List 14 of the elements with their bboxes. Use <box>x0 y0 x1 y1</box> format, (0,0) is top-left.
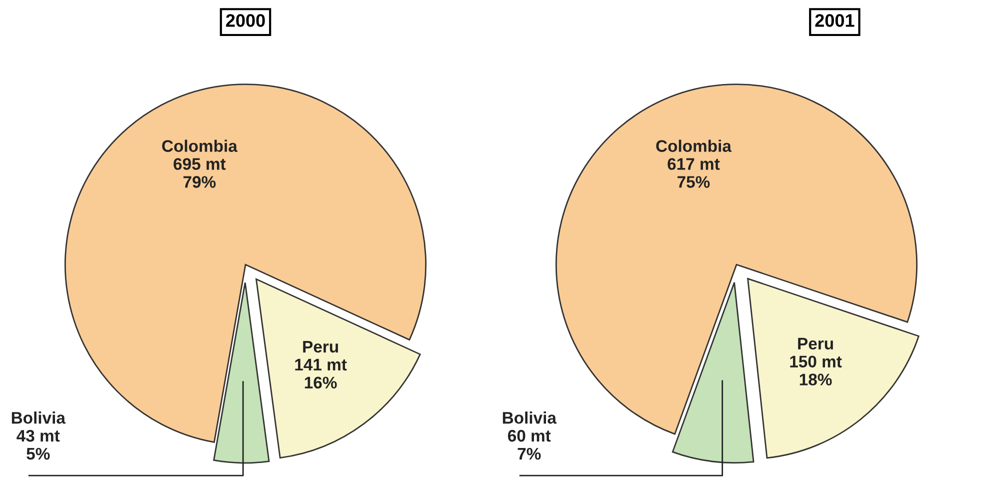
data-label: 43 mt 5% <box>16 430 60 460</box>
slice-label: Bolivia <box>12 412 66 424</box>
chart-title: 2001 <box>815 14 854 27</box>
slice-label: Colombia <box>162 140 238 152</box>
slice-label: Peru <box>798 338 833 350</box>
slice-label: Bolivia <box>502 412 557 424</box>
slice-label: Colombia <box>656 140 732 152</box>
data-label: 141 mt 16% <box>295 358 347 389</box>
chart-title: 2000 <box>226 14 265 27</box>
data-label: 150 mt 18% <box>790 356 842 386</box>
data-label: 695 mt 79% <box>174 158 226 188</box>
data-label: 60 mt 7% <box>508 430 551 460</box>
data-label: 617 mt 75% <box>668 158 720 188</box>
slice-label: Peru <box>303 340 338 353</box>
